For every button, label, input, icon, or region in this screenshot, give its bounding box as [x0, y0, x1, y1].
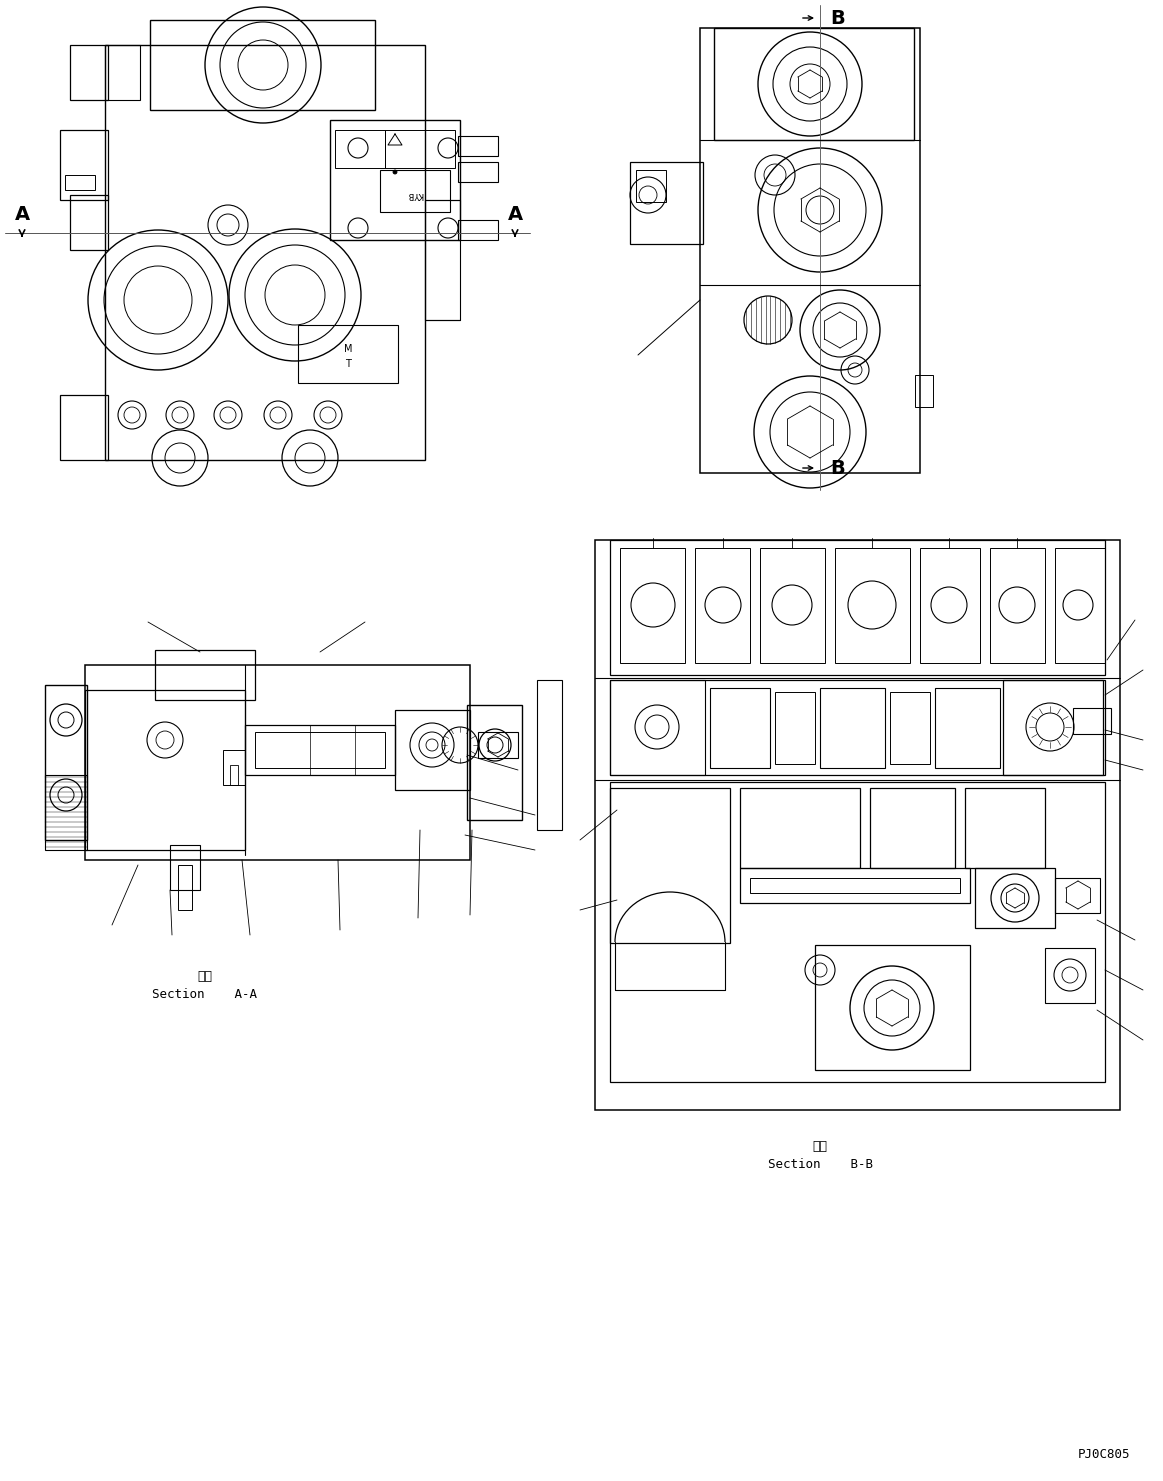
Bar	[150, 21, 374, 110]
Bar	[245, 726, 395, 775]
Bar	[85, 665, 470, 860]
Bar	[468, 705, 522, 820]
Bar	[458, 161, 498, 182]
Bar	[45, 775, 87, 850]
Bar	[714, 28, 914, 141]
Bar	[1003, 680, 1103, 775]
Bar	[458, 221, 498, 240]
Text: KYB: KYB	[407, 190, 423, 198]
Bar	[60, 395, 108, 461]
Bar	[70, 44, 108, 101]
Bar	[1055, 548, 1105, 663]
Bar	[620, 548, 685, 663]
Bar	[965, 788, 1046, 868]
Text: A: A	[507, 206, 522, 225]
Bar	[611, 782, 1105, 1083]
Bar	[537, 680, 562, 829]
Bar	[630, 161, 702, 244]
Bar	[395, 709, 470, 789]
Bar	[478, 732, 518, 758]
Bar	[595, 541, 1120, 1109]
Bar	[1055, 878, 1100, 912]
Bar	[65, 175, 95, 190]
Bar	[60, 130, 108, 200]
Bar	[458, 136, 498, 156]
Bar	[385, 130, 455, 167]
Bar	[611, 541, 1105, 675]
Bar	[70, 195, 108, 250]
Text: A: A	[14, 206, 29, 225]
Bar	[815, 945, 970, 1069]
Circle shape	[393, 170, 397, 173]
Text: Section    B-B: Section B-B	[768, 1158, 872, 1171]
Bar	[178, 865, 192, 909]
Bar	[700, 28, 920, 472]
Text: M: M	[344, 344, 352, 354]
Bar	[255, 732, 385, 769]
Bar	[915, 375, 933, 407]
Bar	[330, 120, 461, 240]
Bar	[835, 548, 909, 663]
Bar	[85, 690, 245, 850]
Bar	[1046, 948, 1096, 1003]
Bar	[298, 324, 398, 384]
Bar	[740, 788, 859, 868]
Text: B: B	[830, 459, 844, 477]
Bar	[424, 200, 461, 320]
Text: T: T	[345, 358, 351, 369]
Bar	[230, 766, 238, 785]
Bar	[975, 868, 1055, 929]
Bar	[920, 548, 980, 663]
Bar	[870, 788, 955, 868]
Bar	[775, 692, 815, 764]
Bar	[45, 686, 87, 840]
Bar	[380, 170, 450, 212]
Bar	[1073, 708, 1111, 735]
Bar	[695, 548, 750, 663]
Bar	[105, 44, 140, 101]
Bar	[155, 650, 255, 701]
Bar	[223, 749, 245, 785]
Bar	[611, 680, 705, 775]
Text: PJ0C805: PJ0C805	[1077, 1448, 1130, 1460]
Bar	[170, 846, 200, 890]
Bar	[820, 689, 885, 769]
Text: 断面: 断面	[198, 970, 213, 983]
Text: B: B	[830, 9, 844, 28]
Bar	[611, 788, 730, 943]
Text: 断面: 断面	[813, 1140, 828, 1154]
Bar	[890, 692, 930, 764]
Bar	[750, 878, 959, 893]
Bar	[611, 680, 1105, 775]
Bar	[335, 130, 385, 167]
Bar	[935, 689, 1000, 769]
Bar	[709, 689, 770, 769]
Bar	[990, 548, 1046, 663]
Bar	[636, 170, 666, 201]
Bar	[105, 44, 424, 461]
Bar	[740, 868, 970, 903]
Text: Section    A-A: Section A-A	[152, 988, 257, 1001]
Bar	[759, 548, 825, 663]
